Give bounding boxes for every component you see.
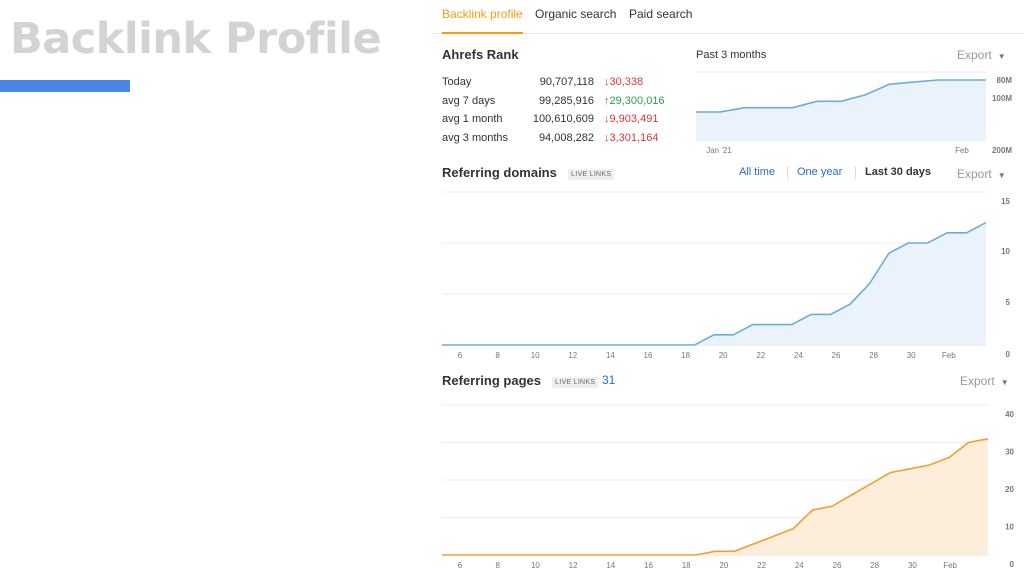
export-label: Export xyxy=(960,374,995,388)
x-tick-label: 12 xyxy=(569,561,578,570)
x-tick-label: 6 xyxy=(458,561,463,570)
y-tick-label: 200M xyxy=(992,146,1012,155)
rank-row-label: Today xyxy=(442,76,472,88)
tab-organic-search[interactable]: Organic search xyxy=(535,7,617,21)
rank-row-value: 99,285,916 xyxy=(538,94,594,107)
referring-pages-export-button[interactable]: Export ▼ xyxy=(960,374,1009,388)
rank-row: avg 3 months 94,008,282 ↓3,301,164 xyxy=(442,132,692,151)
referring-domains-line xyxy=(442,221,987,346)
rank-row-label: avg 1 month xyxy=(442,113,503,125)
x-tick-label: 28 xyxy=(869,351,878,360)
referring-domains-title: Referring domains xyxy=(442,165,557,180)
range-all-time[interactable]: All time xyxy=(739,166,776,178)
x-tick-label: 30 xyxy=(908,561,917,570)
arrow-down-icon: ↓ xyxy=(604,113,610,125)
x-tick-label: 24 xyxy=(795,561,804,570)
rank-row: avg 7 days 99,285,916 ↑29,300,016 xyxy=(442,95,692,114)
rank-row-label: avg 7 days xyxy=(442,94,496,107)
slide-title: Backlink Profile xyxy=(10,14,382,64)
x-tick-label: 12 xyxy=(568,351,577,360)
x-tick-label: Jan '21 xyxy=(706,146,732,155)
arrow-up-icon: ↑ xyxy=(604,94,610,107)
referring-pages-line xyxy=(442,438,989,556)
rank-row-label: avg 3 months xyxy=(442,131,509,144)
charts-canvas: Jan '21 Feb 80M 100M 200M 6 8 10 12 14 16 18 20 22 24 2… xyxy=(442,71,1015,570)
rank-row: Today 90,707,118 ↓30,338 xyxy=(442,76,692,95)
y-tick-label: 40 xyxy=(1005,410,1014,419)
x-tick-label: 20 xyxy=(719,561,728,570)
rank-row-value: 100,610,609 xyxy=(532,113,594,125)
referring-pages-title: Referring pages xyxy=(442,373,541,388)
range-last-30-days[interactable]: Last 30 days xyxy=(865,166,932,178)
range-divider xyxy=(855,166,856,179)
ahrefs-rank-title: Ahrefs Rank xyxy=(442,47,519,62)
tab-bar: Backlink profile Organic search Paid sea… xyxy=(432,0,1024,34)
range-one-year[interactable]: One year xyxy=(797,166,843,178)
rank-row-change: ↓30,338 xyxy=(604,76,644,88)
title-accent-bar xyxy=(0,80,130,92)
caret-down-icon: ▼ xyxy=(997,52,1006,61)
y-tick-label: 80M xyxy=(996,76,1012,85)
caret-down-icon: ▼ xyxy=(1000,378,1009,387)
range-divider xyxy=(787,166,788,179)
referring-pages-area xyxy=(442,438,988,555)
x-tick-label: 18 xyxy=(682,561,691,570)
caret-down-icon: ▼ xyxy=(997,171,1006,180)
rank-row-change: ↓9,903,491 xyxy=(604,113,659,125)
rank-row: avg 1 month 100,610,609 ↓9,903,491 xyxy=(442,113,692,132)
tab-backlink-profile[interactable]: Backlink profile xyxy=(442,7,523,34)
x-tick-label: 24 xyxy=(794,351,803,360)
rank-row-value: 90,707,118 xyxy=(539,76,594,88)
x-tick-label: 8 xyxy=(495,561,500,570)
arrow-down-icon: ↓ xyxy=(604,131,610,144)
y-tick-label: 15 xyxy=(1001,197,1010,206)
x-tick-label: 20 xyxy=(719,351,728,360)
export-label: Export xyxy=(957,167,992,181)
y-tick-label: 10 xyxy=(1001,247,1010,256)
x-tick-label: 14 xyxy=(606,351,615,360)
x-tick-label: 6 xyxy=(458,351,463,360)
x-tick-label: 10 xyxy=(531,351,540,360)
x-tick-label: 28 xyxy=(870,561,879,570)
x-tick-label: Feb xyxy=(955,146,969,155)
x-tick-label: 16 xyxy=(644,561,653,570)
x-tick-label: 26 xyxy=(833,561,842,570)
x-tick-label: 22 xyxy=(756,351,765,360)
ahrefs-rank-area xyxy=(696,80,986,141)
y-tick-label: 0 xyxy=(1006,350,1011,359)
x-tick-label: 14 xyxy=(606,561,615,570)
rank-row-change: ↓3,301,164 xyxy=(604,131,659,144)
y-tick-label: 10 xyxy=(1005,523,1014,532)
x-tick-label: 18 xyxy=(681,351,690,360)
x-tick-label: 30 xyxy=(907,351,916,360)
ahrefs-rank-line xyxy=(696,79,986,113)
y-tick-label: 0 xyxy=(1010,560,1015,569)
x-tick-label: 10 xyxy=(531,561,540,570)
x-tick-label: 8 xyxy=(495,351,500,360)
rank-table: Today 90,707,118 ↓30,338 avg 7 days 99,2… xyxy=(442,76,692,150)
x-tick-label: 22 xyxy=(757,561,766,570)
referring-pages-count[interactable]: 31 xyxy=(602,373,616,387)
x-tick-label: 16 xyxy=(644,351,653,360)
y-tick-label: 100M xyxy=(992,94,1012,103)
y-tick-label: 20 xyxy=(1005,485,1014,494)
export-label: Export xyxy=(957,48,992,62)
x-tick-label: Feb xyxy=(942,351,956,360)
referring-domains-export-button[interactable]: Export ▼ xyxy=(957,167,1006,181)
live-links-badge: LIVE LINKS xyxy=(552,377,599,388)
period-label: Past 3 months xyxy=(696,49,767,61)
x-tick-label: 26 xyxy=(832,351,841,360)
rank-row-value: 94,008,282 xyxy=(538,131,594,144)
x-tick-label: Feb xyxy=(943,561,957,570)
live-links-badge: LIVE LINKS xyxy=(568,169,615,180)
ahrefs-panel: Backlink profile Organic search Paid sea… xyxy=(432,0,1024,576)
referring-domains-area xyxy=(442,222,986,345)
rank-row-change: ↑29,300,016 xyxy=(604,94,665,107)
ahrefs-rank-export-button[interactable]: Export ▼ xyxy=(957,48,1006,62)
arrow-down-icon: ↓ xyxy=(604,76,610,88)
y-tick-label: 5 xyxy=(1006,298,1011,307)
y-tick-label: 30 xyxy=(1005,448,1014,457)
tab-paid-search[interactable]: Paid search xyxy=(629,7,693,21)
